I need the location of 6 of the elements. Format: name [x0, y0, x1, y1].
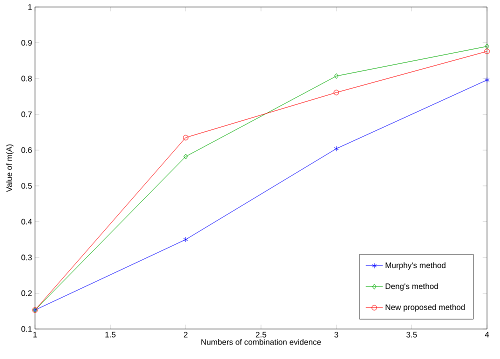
point — [334, 146, 339, 152]
point — [182, 134, 188, 140]
point — [184, 154, 188, 160]
point — [334, 73, 338, 79]
point — [334, 90, 340, 96]
point — [183, 236, 188, 242]
